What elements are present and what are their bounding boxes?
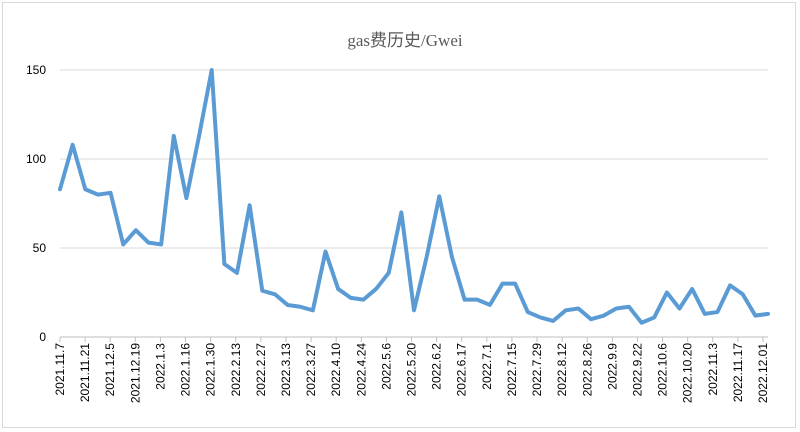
y-tick-label: 0 [39,330,46,344]
x-tick-label: 2022.10.20 [681,343,695,403]
x-tick-label: 2022.5.20 [405,343,419,397]
x-tick-label: 2022.6.2 [430,343,444,390]
x-tick-label: 2022.2.13 [229,343,243,397]
x-tick-label: 2022.7.15 [505,343,519,397]
x-tick-label: 2022.7.1 [480,343,494,390]
series-line [58,68,770,325]
x-tick-label: 2022.9.22 [630,343,644,397]
x-tick-label: 2022.11.17 [731,343,745,402]
y-tick-label: 50 [33,241,47,255]
y-tick-label: 100 [26,152,46,166]
x-tick-label: 2022.9.9 [605,343,619,390]
chart-title: gas费历史/Gwei [347,31,462,50]
x-tick-label: 2022.8.12 [555,343,569,397]
x-tick-label: 2022.12.01 [756,343,770,403]
x-tick-label: 2022.3.13 [279,343,293,397]
x-tick-label: 2022.4.10 [329,343,343,397]
x-tick-label: 2022.2.27 [254,343,268,397]
x-tick-label: 2022.6.17 [455,343,469,397]
x-tick-label: 2021.11.21 [78,343,92,402]
x-tick-label: 2021.11.7 [53,343,67,396]
x-tick-label: 2022.10.6 [656,343,670,397]
x-tick-label: 2021.12.5 [103,343,117,397]
x-tick-label: 2022.4.24 [354,343,368,397]
x-tick-label: 2022.5.6 [379,343,393,390]
x-tick-label: 2022.3.27 [304,343,318,397]
x-tick-label: 2022.1.3 [153,343,167,390]
x-tick-label: 2022.1.16 [179,343,193,397]
x-tick-label: 2022.8.26 [580,343,594,397]
y-tick-label: 150 [26,63,46,77]
x-tick-label: 2022.7.29 [530,343,544,397]
x-tick-label: 2022.1.30 [204,343,218,397]
x-tick-label: 2021.12.19 [128,343,142,403]
x-tick-label: 2022.11.3 [706,343,720,396]
